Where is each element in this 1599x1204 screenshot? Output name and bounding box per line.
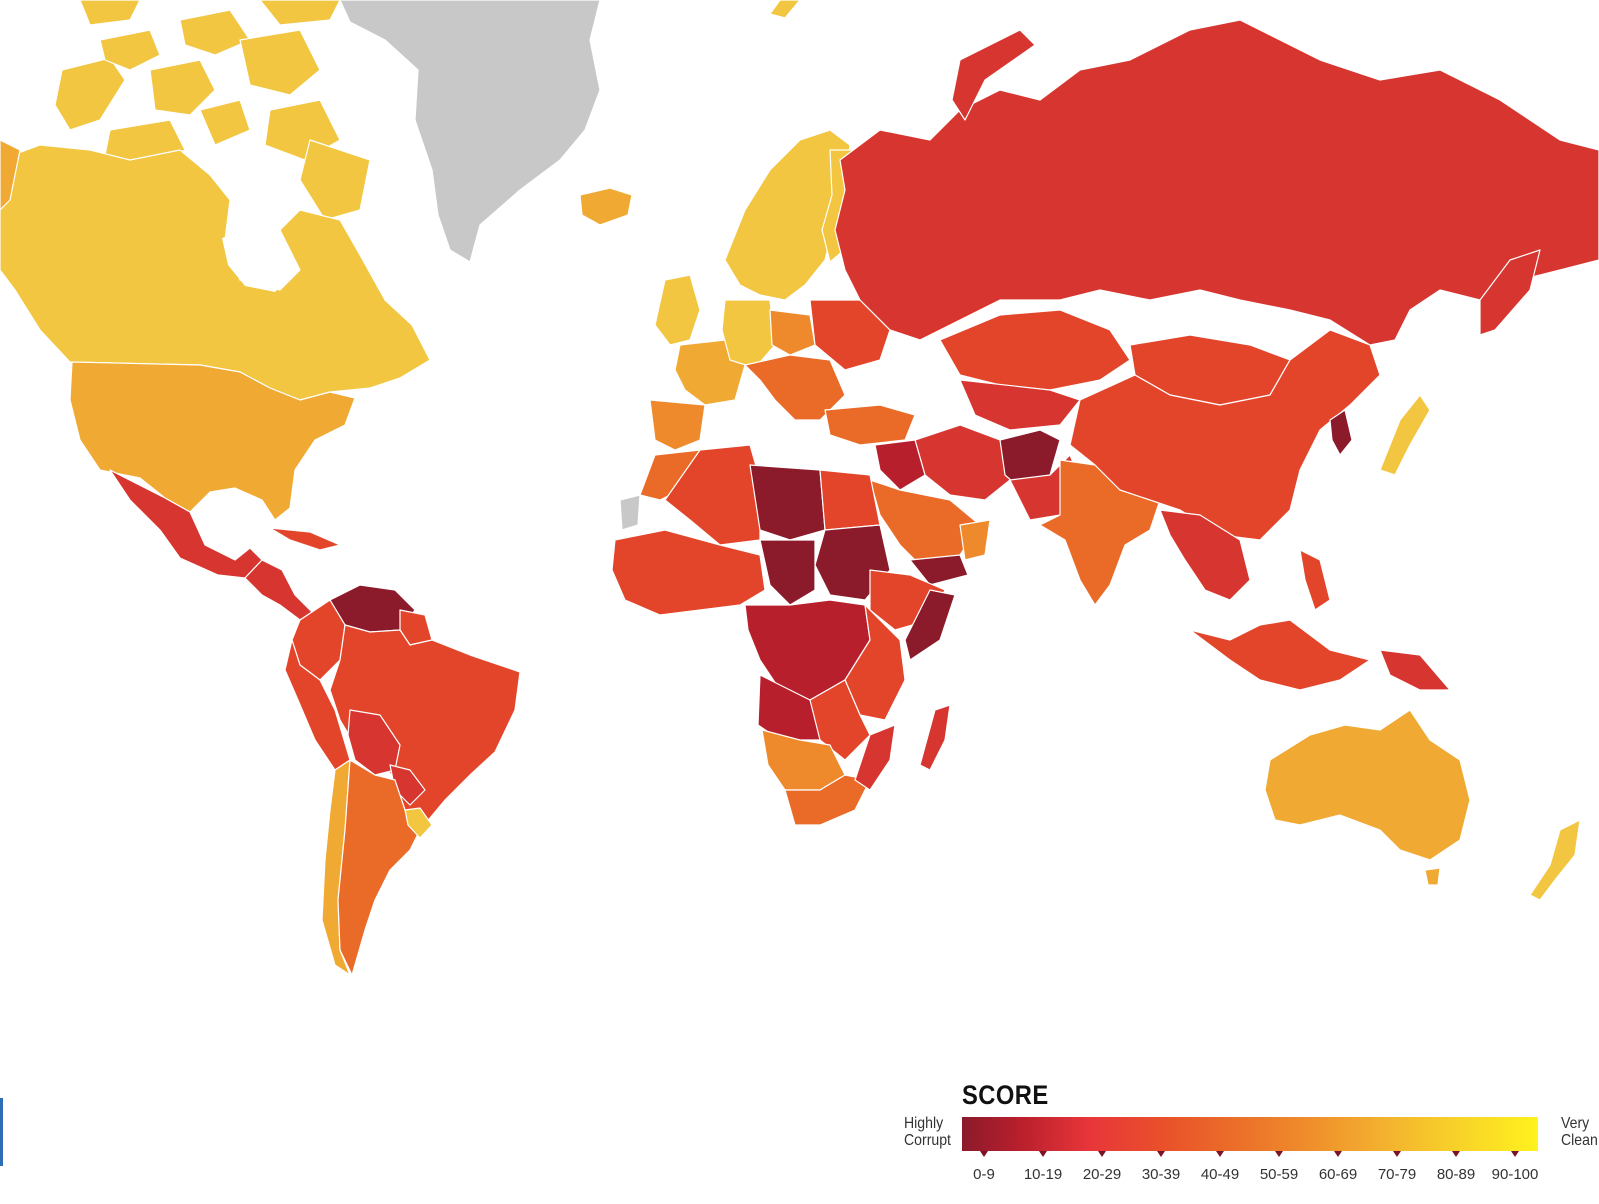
legend-title: SCORE bbox=[962, 1080, 1049, 1110]
country-uk-ireland bbox=[654, 274, 701, 346]
country-greenland bbox=[339, 0, 601, 263]
country-kazakhstan bbox=[939, 309, 1131, 391]
country-tasmania bbox=[1424, 867, 1441, 886]
legend-high-label: Very Clean bbox=[1561, 1115, 1598, 1149]
legend-low-label: Highly Corrupt bbox=[904, 1115, 951, 1149]
country-chad-niger bbox=[759, 539, 816, 606]
legend-bin-label: 0-9 bbox=[973, 1166, 995, 1183]
country-somalia bbox=[904, 589, 956, 661]
country-germany-benelux bbox=[721, 299, 776, 369]
left-accent-rule bbox=[0, 1098, 3, 1166]
country-new-zealand bbox=[1529, 819, 1581, 901]
country-usa bbox=[69, 361, 356, 521]
country-turkey bbox=[824, 404, 916, 446]
country-iberia bbox=[649, 399, 706, 451]
country-madagascar bbox=[919, 704, 951, 771]
country-egypt bbox=[819, 469, 881, 531]
country-philippines bbox=[1299, 549, 1331, 611]
legend-tick bbox=[1393, 1151, 1401, 1157]
legend-tick bbox=[1275, 1151, 1283, 1157]
southeast-asia-mainland bbox=[1159, 509, 1251, 601]
country-poland bbox=[769, 309, 816, 356]
legend-bin-label: 90-100 bbox=[1491, 1166, 1539, 1183]
country-italy-balkans bbox=[744, 354, 846, 421]
country-iceland bbox=[579, 187, 633, 226]
russia-kamchatka bbox=[1479, 249, 1541, 336]
hudson-bay bbox=[222, 228, 295, 292]
legend-tick bbox=[1452, 1151, 1460, 1157]
country-usa-alaska bbox=[0, 139, 21, 211]
country-indonesia bbox=[1189, 619, 1371, 691]
west-africa bbox=[611, 529, 766, 616]
canada-arctic-islands bbox=[54, 0, 801, 221]
legend-tick bbox=[1157, 1151, 1165, 1157]
legend-tick bbox=[1216, 1151, 1224, 1157]
country-iraq-syria bbox=[874, 439, 926, 491]
country-south-africa bbox=[784, 774, 871, 826]
russia-arctic-islands bbox=[951, 29, 1036, 121]
legend-bin-label: 50-59 bbox=[1259, 1166, 1299, 1183]
legend-color-ramp bbox=[962, 1117, 1538, 1151]
score-legend: SCORE Highly Corrupt Very Clean 0-9 10-19… bbox=[900, 1080, 1599, 1200]
legend-high-label-line1: Very bbox=[1561, 1115, 1590, 1132]
legend-bin-label: 30-39 bbox=[1141, 1166, 1181, 1183]
caribbean-islands bbox=[269, 527, 341, 551]
country-algeria bbox=[664, 444, 761, 546]
country-mozambique bbox=[854, 724, 896, 791]
country-japan bbox=[1379, 394, 1431, 476]
legend-bin-label: 60-69 bbox=[1318, 1166, 1358, 1183]
country-uruguay bbox=[404, 807, 433, 839]
country-oman bbox=[959, 519, 991, 561]
legend-tick bbox=[1511, 1151, 1519, 1157]
legend-bin-label: 80-89 bbox=[1436, 1166, 1476, 1183]
country-china bbox=[1069, 329, 1381, 541]
country-libya bbox=[749, 464, 826, 541]
legend-tick bbox=[1098, 1151, 1106, 1157]
central-asia-stans bbox=[959, 379, 1081, 431]
legend-low-label-line1: Highly bbox=[904, 1115, 944, 1132]
country-iran bbox=[914, 424, 1011, 501]
legend-bin-labels: 0-9 10-19 20-29 30-39 40-49 50-59 60-69 70-79 80… bbox=[962, 1166, 1562, 1188]
legend-bin-label: 10-19 bbox=[1023, 1166, 1063, 1183]
country-australia bbox=[1264, 709, 1471, 861]
legend-bin-label: 20-29 bbox=[1082, 1166, 1122, 1183]
legend-tick bbox=[1039, 1151, 1047, 1157]
country-argentina bbox=[337, 759, 421, 976]
legend-tick bbox=[980, 1151, 988, 1157]
country-papua-new-guinea bbox=[1379, 649, 1451, 691]
east-africa bbox=[844, 604, 906, 721]
legend-high-label-line2: Clean bbox=[1561, 1132, 1598, 1149]
country-yemen bbox=[909, 554, 969, 586]
country-western-sahara bbox=[619, 494, 641, 531]
legend-ticks bbox=[962, 1151, 1538, 1159]
legend-tick bbox=[1334, 1151, 1342, 1157]
legend-bin-label: 70-79 bbox=[1377, 1166, 1417, 1183]
country-bolivia bbox=[347, 709, 401, 776]
legend-bin-label: 40-49 bbox=[1200, 1166, 1240, 1183]
legend-low-label-line2: Corrupt bbox=[904, 1132, 951, 1149]
central-america bbox=[244, 559, 313, 621]
country-korea bbox=[1329, 409, 1353, 456]
